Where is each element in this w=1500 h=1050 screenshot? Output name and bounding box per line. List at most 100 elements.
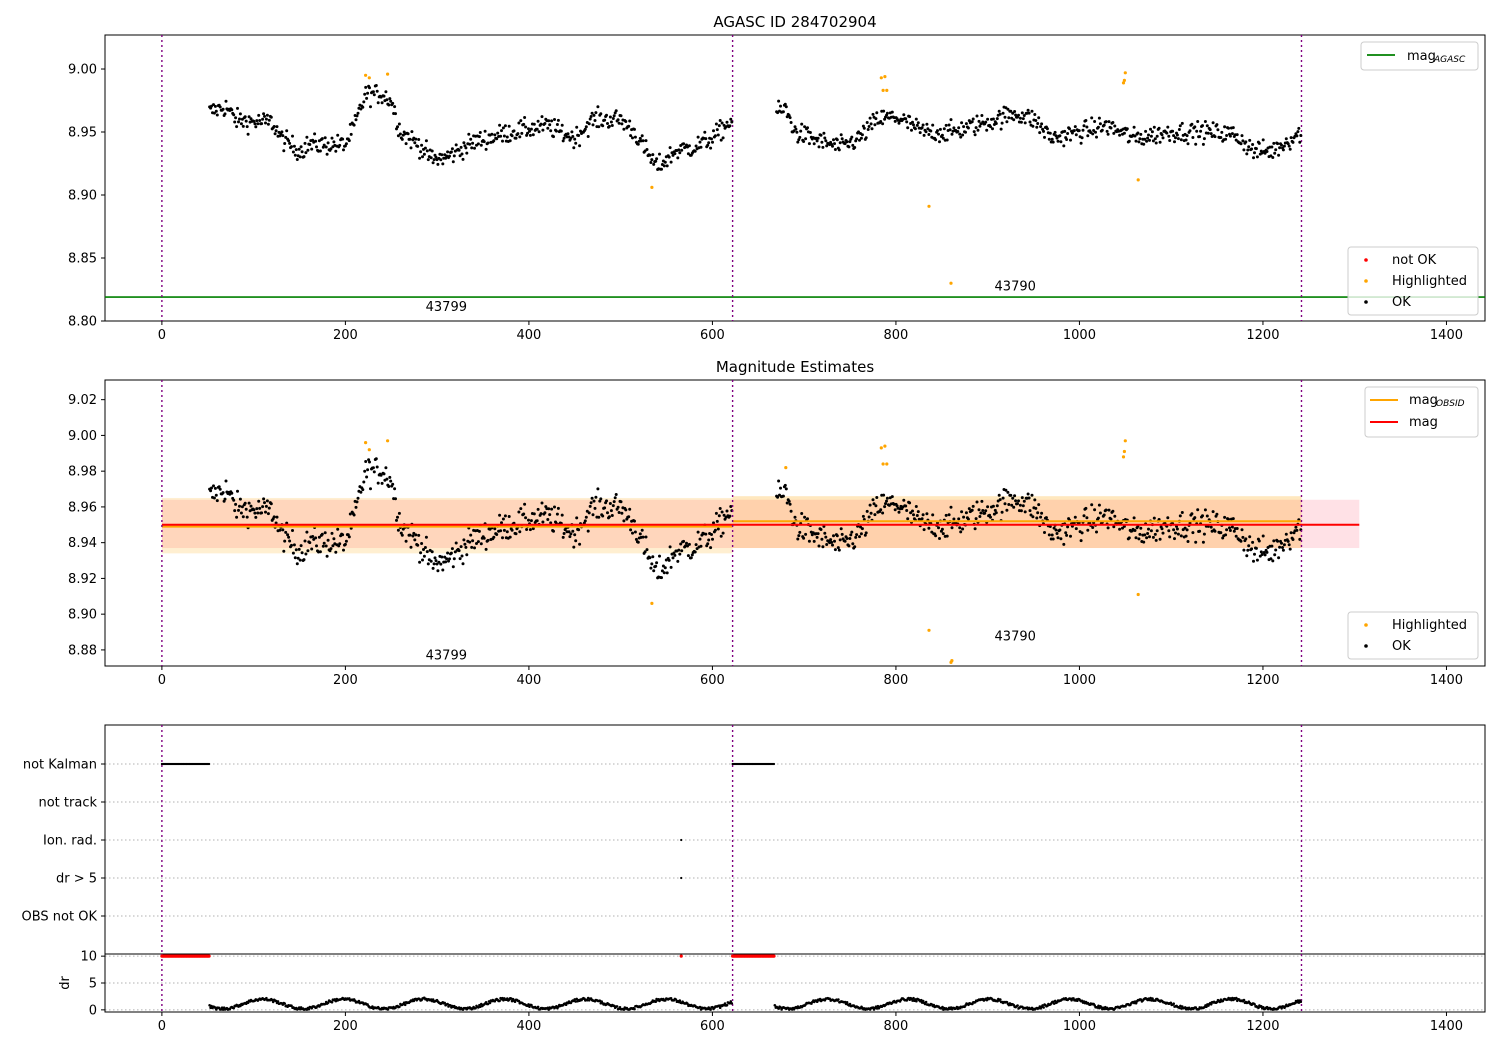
p2-xtick-label: 1200	[1246, 673, 1279, 688]
p4-xtick-label: 800	[884, 1019, 909, 1034]
ok-point	[1054, 134, 1058, 138]
ok-point	[549, 521, 553, 525]
ok-point	[1080, 531, 1084, 535]
ok-point	[518, 135, 522, 139]
ok-point	[781, 494, 785, 498]
ok-point	[1007, 116, 1011, 120]
ok-point	[833, 539, 836, 543]
ok-point	[616, 505, 620, 509]
ok-point	[531, 133, 535, 137]
ok-point	[406, 132, 410, 136]
ok-point	[845, 537, 849, 540]
ok-point	[717, 514, 721, 518]
ok-point	[654, 159, 658, 163]
ok-point	[1257, 539, 1261, 543]
ok-point	[881, 122, 885, 126]
ok-point	[628, 119, 632, 123]
ok-point	[1014, 499, 1018, 503]
ok-point	[375, 89, 379, 93]
ok-point	[1084, 119, 1088, 122]
ok-point	[1223, 125, 1227, 129]
ok-point	[1265, 150, 1269, 153]
dr-point	[290, 1004, 293, 1007]
dr-point	[654, 1000, 657, 1003]
ok-point	[663, 566, 667, 570]
ok-point	[729, 505, 733, 508]
ok-point	[1149, 134, 1153, 138]
ok-point	[952, 126, 956, 130]
ok-point	[391, 482, 395, 486]
ok-point	[273, 132, 277, 136]
ok-point	[302, 558, 306, 562]
ok-point	[1228, 526, 1231, 530]
ok-point	[478, 131, 482, 134]
ok-point	[1209, 525, 1213, 529]
ok-point	[885, 111, 889, 115]
legend-point-label: Highlighted	[1392, 618, 1467, 633]
ok-point	[612, 114, 616, 118]
ok-point	[283, 142, 287, 145]
ok-point	[597, 125, 601, 129]
ok-point	[864, 136, 868, 140]
ok-point	[288, 539, 292, 543]
ok-point	[721, 136, 725, 140]
ok-point	[577, 528, 581, 532]
ok-point	[1096, 516, 1100, 520]
ok-point	[973, 133, 977, 137]
ok-point	[1104, 120, 1108, 124]
ok-point	[673, 152, 677, 156]
ok-point	[823, 136, 827, 140]
ok-point	[676, 156, 680, 160]
ok-point	[1186, 142, 1190, 146]
legend-points-box	[1347, 611, 1479, 660]
ok-point	[372, 93, 376, 97]
ok-point	[945, 138, 949, 142]
ok-point	[667, 558, 671, 562]
ok-point	[1043, 531, 1046, 534]
ok-point	[1082, 124, 1086, 128]
ok-point	[858, 535, 861, 539]
ok-point	[1261, 534, 1265, 538]
ok-point	[498, 513, 502, 517]
ok-point	[729, 117, 733, 121]
ok-point	[989, 515, 992, 519]
ok-point	[711, 537, 714, 541]
ok-point	[522, 512, 526, 516]
ok-point	[262, 497, 266, 501]
ok-point	[214, 493, 218, 497]
ok-point	[1166, 516, 1170, 520]
ok-point	[806, 517, 809, 521]
ok-point	[217, 485, 221, 489]
ok-point	[1224, 137, 1228, 141]
ok-point	[490, 132, 494, 136]
ok-point	[1241, 139, 1245, 143]
ok-point	[976, 128, 980, 132]
ok-point	[794, 127, 798, 131]
ok-point	[549, 129, 553, 133]
ok-point	[413, 538, 417, 542]
ok-point	[1113, 124, 1117, 128]
ok-point	[1040, 122, 1044, 126]
ok-point	[1097, 503, 1101, 507]
ok-point	[1198, 135, 1202, 139]
ok-point	[212, 111, 216, 115]
ok-point	[1065, 138, 1069, 141]
ok-point	[1016, 502, 1019, 506]
ok-point	[800, 512, 804, 515]
ok-point	[949, 118, 953, 122]
ok-point	[979, 511, 983, 515]
ok-point	[394, 112, 397, 116]
ok-point	[999, 127, 1003, 131]
legend-point-label: OK	[1392, 639, 1411, 654]
ok-point	[1055, 532, 1059, 535]
ok-point	[1235, 133, 1239, 137]
ok-point	[1251, 143, 1255, 146]
ok-point	[484, 547, 488, 551]
ok-point	[344, 142, 348, 146]
ok-point	[476, 142, 480, 146]
ok-point	[1276, 539, 1280, 543]
ok-point	[425, 550, 429, 554]
ok-point	[539, 512, 543, 516]
ok-point	[282, 149, 286, 153]
ok-point	[476, 540, 480, 544]
